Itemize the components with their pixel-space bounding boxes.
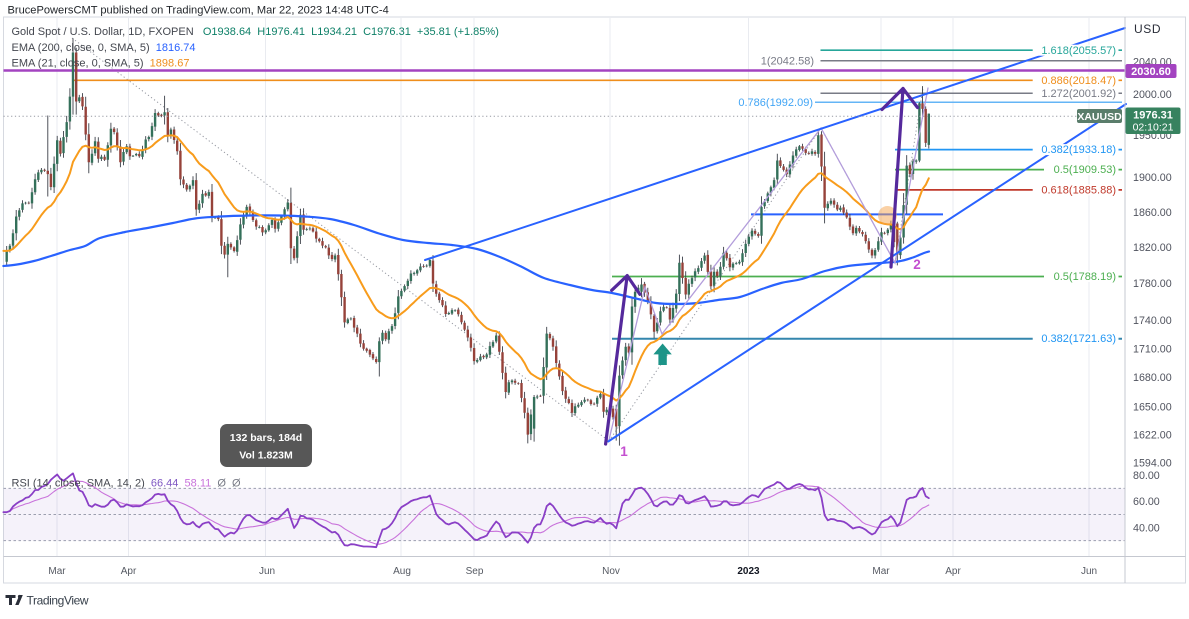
svg-text:Apr: Apr [121, 566, 137, 577]
svg-text:Nov: Nov [602, 566, 620, 577]
svg-text:1710.00: 1710.00 [1133, 343, 1172, 355]
svg-text:1780.00: 1780.00 [1133, 278, 1172, 290]
svg-text:1.618(2055.57): 1.618(2055.57) [1041, 45, 1116, 57]
svg-text:02:10:21: 02:10:21 [1133, 122, 1174, 134]
svg-text:EMA (200, close, 0, SMA, 5) 1: EMA (200, close, 0, SMA, 5) 1816.74 [12, 42, 196, 54]
svg-text:BrucePowersCMT published on Tr: BrucePowersCMT published on TradingView.… [8, 5, 389, 17]
svg-text:USD: USD [1134, 22, 1161, 36]
svg-text:60.00: 60.00 [1133, 496, 1160, 508]
svg-text:0.382(1721.63): 0.382(1721.63) [1041, 333, 1116, 345]
svg-text:1650.00: 1650.00 [1133, 402, 1172, 414]
svg-text:RSI (14, close, SMA, 14, 2) 6: RSI (14, close, SMA, 14, 2) 66.44 58.11 … [12, 478, 242, 490]
svg-text:0.886(2018.47): 0.886(2018.47) [1041, 75, 1116, 87]
svg-text:Gold Spot / U.S. Dollar, 1D, F: Gold Spot / U.S. Dollar, 1D, FXOPEN O193… [12, 26, 499, 38]
svg-text:0.382(1933.18): 0.382(1933.18) [1041, 144, 1116, 156]
svg-text:2023: 2023 [737, 566, 760, 577]
svg-text:0.5(1909.53): 0.5(1909.53) [1054, 164, 1116, 176]
svg-text:Aug: Aug [393, 566, 411, 577]
svg-text:0.618(1885.88): 0.618(1885.88) [1041, 185, 1116, 197]
svg-text:80.00: 80.00 [1133, 470, 1160, 482]
svg-text:Mar: Mar [872, 566, 890, 577]
svg-text:1900.00: 1900.00 [1133, 172, 1172, 184]
svg-text:2000.00: 2000.00 [1133, 89, 1172, 101]
svg-text:TradingView: TradingView [27, 594, 89, 608]
svg-text:132 bars, 184d: 132 bars, 184d [230, 432, 302, 444]
svg-text:Jun: Jun [1081, 566, 1097, 577]
svg-text:1622.00: 1622.00 [1133, 429, 1172, 441]
svg-text:1740.00: 1740.00 [1133, 315, 1172, 327]
svg-text:Sep: Sep [466, 566, 484, 577]
svg-text:0.786(1992.09): 0.786(1992.09) [738, 97, 813, 109]
svg-text:1(2042.58): 1(2042.58) [761, 55, 814, 67]
svg-text:Mar: Mar [48, 566, 66, 577]
svg-text:1976.31: 1976.31 [1133, 110, 1173, 122]
svg-text:Apr: Apr [945, 566, 961, 577]
svg-text:1820.00: 1820.00 [1133, 242, 1172, 254]
svg-text:40.00: 40.00 [1133, 522, 1160, 534]
svg-text:1594.00: 1594.00 [1133, 458, 1172, 470]
svg-text:EMA (21, close, 0, SMA, 5) 18: EMA (21, close, 0, SMA, 5) 1898.67 [12, 58, 190, 70]
svg-text:1: 1 [620, 444, 628, 459]
svg-text:0.5(1788.19): 0.5(1788.19) [1054, 271, 1116, 283]
svg-text:1680.00: 1680.00 [1133, 372, 1172, 384]
svg-text:Vol 1.823M: Vol 1.823M [239, 450, 293, 462]
svg-text:XAUUSD: XAUUSD [1077, 111, 1122, 123]
svg-text:1860.00: 1860.00 [1133, 207, 1172, 219]
svg-text:Jun: Jun [259, 566, 275, 577]
svg-text:2: 2 [913, 257, 921, 272]
svg-text:2030.60: 2030.60 [1131, 66, 1171, 78]
svg-text:1.272(2001.92): 1.272(2001.92) [1041, 88, 1116, 100]
